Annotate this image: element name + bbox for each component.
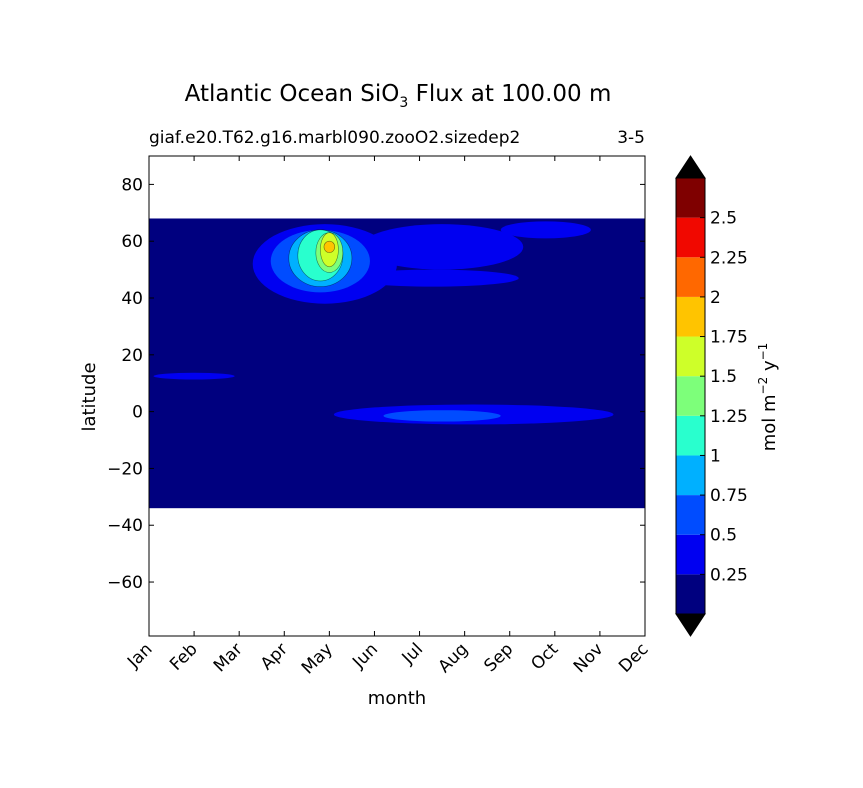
colorbar-bin — [676, 415, 705, 456]
colorbar-tick-label: 1.5 — [710, 367, 737, 387]
y-tick-label: 60 — [121, 232, 143, 252]
data-band — [149, 218, 645, 509]
colorbar-tick-label: 1.25 — [710, 407, 748, 427]
contour-region — [153, 372, 235, 380]
y-tick-label: 0 — [132, 403, 143, 423]
colorbar-label-mid: y — [759, 360, 780, 377]
colorbar-tick-label: 1 — [710, 446, 721, 466]
colorbar-tick-label: 0.5 — [710, 526, 737, 546]
x-tick-label: May — [298, 639, 337, 678]
colorbar-bin — [676, 296, 705, 337]
contour-regions — [153, 221, 614, 425]
colorbar-tick-label: 0.75 — [710, 486, 748, 506]
colorbar-bin — [676, 257, 705, 297]
y-axis-label: latitude — [79, 362, 100, 431]
x-tick-label: Feb — [166, 639, 201, 674]
y-tick-label: −40 — [107, 516, 143, 536]
colorbar-tick-label: 1.75 — [710, 328, 748, 348]
contour-region — [383, 410, 501, 422]
contour-region — [347, 269, 519, 287]
x-tick-label: Jan — [123, 639, 156, 672]
x-tick-label: Dec — [615, 639, 652, 676]
chart-subtitle-right: 3-5 — [617, 128, 645, 148]
contour-region — [360, 224, 524, 270]
colorbar-tick-label: 2 — [710, 288, 721, 308]
title-subscript: 3 — [399, 95, 408, 111]
colorbar-frame — [675, 177, 706, 615]
colorbar-tick-label: 0.25 — [710, 565, 748, 585]
colorbar-label: mol m−2 y−1 — [756, 343, 780, 452]
colorbar-bin — [676, 376, 705, 416]
chart-subtitle-left: giaf.e20.T62.g16.marbl090.zooO2.sizedep2 — [149, 128, 520, 148]
x-tick-label: Jun — [348, 639, 382, 673]
colorbar-tick-label: 2.5 — [710, 209, 737, 229]
x-tick-label: Sep — [480, 639, 517, 676]
chart-title: Atlantic Ocean SiO3 Flux at 100.00 m — [185, 81, 612, 111]
y-tick-label: 40 — [121, 289, 143, 309]
x-tick-label: Aug — [435, 639, 473, 677]
colorbar-label-exponent-1: −2 — [756, 377, 770, 395]
colorbar-bin — [676, 534, 705, 575]
colorbar-label-exponent-2: −1 — [756, 343, 770, 361]
colorbar-bin — [676, 217, 705, 258]
colorbar-tick-label: 2.25 — [710, 248, 748, 268]
colorbar-bin — [676, 495, 705, 535]
x-axis-label: month — [368, 688, 426, 709]
title-rest: Flux at 100.00 m — [408, 81, 611, 107]
x-tick-label: Jul — [398, 639, 427, 668]
colorbar-extend-under — [675, 613, 706, 637]
colorbar: 0.25 0.5 0.75 1 1.25 1.5 1.75 2 2.25 2.5 — [675, 155, 748, 637]
colorbar-bin — [676, 178, 705, 218]
plot-frame — [148, 155, 646, 637]
y-tick-label: −60 — [107, 573, 143, 593]
colorbar-bin — [676, 336, 705, 377]
y-tick-label: 20 — [121, 346, 143, 366]
colorbar-bin — [676, 455, 705, 496]
x-tick-label: Nov — [570, 639, 608, 677]
x-tick-label: Apr — [257, 639, 292, 674]
contour-region — [500, 221, 591, 239]
y-tick-label: −20 — [107, 459, 143, 479]
x-tick-label: Oct — [527, 639, 562, 674]
colorbar-extend-over — [675, 155, 706, 179]
y-tick-label: 80 — [121, 175, 143, 195]
x-tick-label: Mar — [210, 639, 247, 676]
plot-area — [148, 155, 646, 637]
colorbar-bin — [676, 574, 705, 614]
contour-region — [323, 240, 336, 253]
y-axis: 80 60 40 20 0 −20 −40 −60 — [107, 175, 645, 593]
